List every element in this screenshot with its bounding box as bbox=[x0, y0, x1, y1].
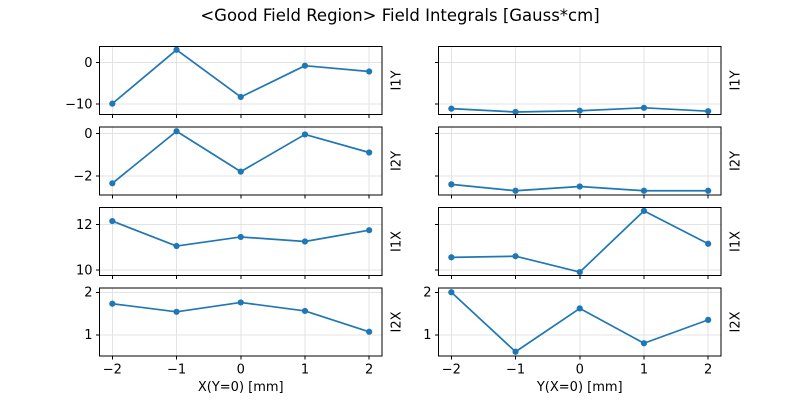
row-ylabel-i2x: I2X bbox=[389, 311, 404, 332]
y-tick-label: 10 bbox=[76, 263, 93, 278]
row-ylabel-i1x: I1X bbox=[389, 231, 404, 252]
data-point bbox=[448, 105, 455, 112]
data-point bbox=[640, 340, 648, 347]
data-point bbox=[576, 183, 583, 190]
x-tick-label: −2 bbox=[103, 363, 122, 378]
subplot-i1y-vs-y: I1Y bbox=[435, 46, 743, 118]
y-tick-label: −2 bbox=[73, 169, 92, 184]
y-tick-label: −10 bbox=[65, 97, 92, 112]
row-ylabel-i1y: I1Y bbox=[389, 70, 404, 90]
data-point bbox=[237, 233, 244, 241]
x-tick-label: 0 bbox=[576, 363, 584, 378]
data-point bbox=[366, 227, 373, 234]
x-tick-label: 2 bbox=[704, 363, 712, 378]
data-point bbox=[576, 107, 583, 114]
data-point bbox=[109, 100, 116, 107]
data-point bbox=[109, 180, 116, 187]
axes-spines bbox=[438, 46, 722, 115]
data-point bbox=[640, 104, 648, 111]
data-point bbox=[512, 348, 519, 355]
row-ylabel-i1y: I1Y bbox=[728, 70, 743, 90]
figure-title: <Good Field Region> Field Integrals [Gau… bbox=[200, 6, 600, 25]
data-point bbox=[173, 128, 180, 135]
xlabel-right: Y(X=0) [mm] bbox=[536, 380, 623, 395]
y-tick-label: 1 bbox=[423, 328, 431, 343]
row-ylabel-i2y: I2Y bbox=[389, 151, 404, 171]
data-point bbox=[237, 93, 244, 101]
data-point bbox=[109, 218, 116, 225]
x-tick-label: −2 bbox=[442, 363, 461, 378]
row-ylabel-i2y: I2Y bbox=[728, 151, 743, 171]
subplot-i1x-vs-x: 12 10 I1X bbox=[76, 207, 404, 279]
data-point bbox=[512, 253, 519, 260]
subplot-i2x-vs-y: 2 1 −2 −1 0 1 2 I2X bbox=[423, 286, 743, 378]
subplot-i2x-vs-x: 2 1 −2 −1 0 1 2 I2X bbox=[84, 286, 404, 378]
x-tick-label: 0 bbox=[237, 363, 245, 378]
y-tick-label: 1 bbox=[84, 328, 92, 343]
data-point bbox=[301, 307, 309, 315]
data-point bbox=[366, 68, 373, 75]
axes-spines bbox=[438, 287, 722, 357]
axes-spines bbox=[99, 46, 383, 115]
data-point bbox=[173, 46, 180, 53]
data-point bbox=[705, 108, 712, 115]
xlabel-left: X(Y=0) [mm] bbox=[198, 380, 284, 395]
axes-spines bbox=[438, 126, 722, 196]
x-tick-label: 2 bbox=[365, 363, 373, 378]
y-tick-label: 12 bbox=[76, 218, 93, 233]
data-point bbox=[640, 187, 648, 194]
data-point bbox=[173, 308, 180, 315]
row-ylabel-i1x: I1X bbox=[728, 231, 743, 252]
data-point bbox=[576, 305, 583, 312]
data-point bbox=[366, 328, 373, 335]
data-point bbox=[301, 131, 309, 138]
axes-spines bbox=[99, 126, 383, 196]
x-tick-label: −1 bbox=[167, 363, 186, 378]
axes-spines bbox=[438, 207, 722, 276]
row-ylabel-i2x: I2X bbox=[728, 311, 743, 332]
data-point bbox=[301, 238, 309, 245]
data-point bbox=[448, 181, 455, 188]
data-point bbox=[237, 299, 244, 306]
data-point bbox=[512, 108, 519, 116]
data-point bbox=[237, 168, 244, 175]
data-point bbox=[576, 269, 583, 276]
data-point bbox=[705, 240, 712, 247]
x-tick-label: 1 bbox=[301, 363, 309, 378]
subplot-i1y-vs-x: 0 −10 I1Y bbox=[65, 46, 404, 118]
data-point bbox=[366, 149, 373, 156]
data-point bbox=[512, 187, 519, 194]
subplot-i2y-vs-x: 0 −2 I2Y bbox=[73, 126, 404, 199]
data-point bbox=[173, 242, 180, 250]
data-point bbox=[705, 316, 712, 323]
y-tick-label: 0 bbox=[84, 56, 92, 71]
data-point bbox=[301, 62, 309, 69]
y-tick-label: 0 bbox=[84, 127, 92, 142]
subplot-i1x-vs-y: I1X bbox=[435, 207, 743, 279]
data-point bbox=[705, 187, 712, 194]
data-point bbox=[448, 289, 455, 296]
data-point bbox=[109, 300, 116, 307]
data-point bbox=[640, 207, 648, 214]
data-point bbox=[448, 254, 455, 261]
x-tick-label: 1 bbox=[640, 363, 648, 378]
y-tick-label: 2 bbox=[84, 286, 92, 301]
axes-spines bbox=[99, 287, 383, 357]
axes-spines bbox=[99, 207, 383, 276]
subplot-i2y-vs-y: I2Y bbox=[435, 126, 743, 199]
x-tick-label: −1 bbox=[506, 363, 525, 378]
y-tick-label: 2 bbox=[423, 286, 431, 301]
